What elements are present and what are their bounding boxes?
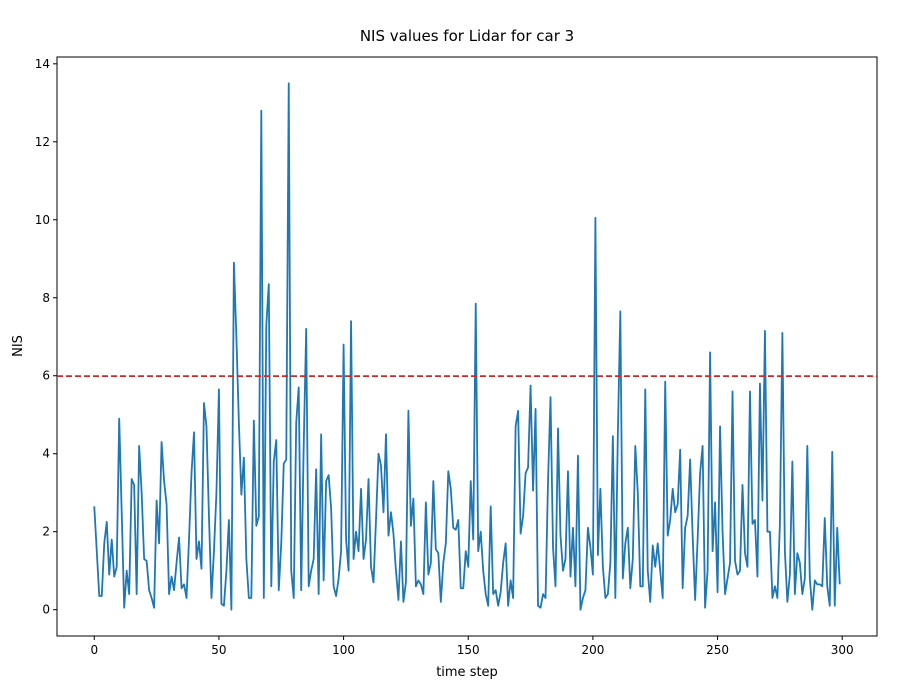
x-tick-label: 200	[581, 643, 604, 657]
y-tick-label: 0	[42, 603, 50, 617]
y-tick-label: 8	[42, 291, 50, 305]
y-tick-label: 12	[35, 135, 50, 149]
x-axis-label: time step	[436, 665, 498, 680]
chart-title: NIS values for Lidar for car 3	[360, 27, 574, 45]
x-tick-label: 50	[211, 643, 226, 657]
x-tick-label: 300	[831, 643, 854, 657]
x-tick-label: 100	[332, 643, 355, 657]
x-tick-label: 250	[706, 643, 729, 657]
x-tick-label: 0	[90, 643, 98, 657]
y-tick-label: 2	[42, 525, 50, 539]
y-tick-label: 10	[35, 213, 50, 227]
y-axis-label: NIS	[11, 335, 26, 357]
x-tick-label: 150	[457, 643, 480, 657]
plot-frame	[56, 56, 878, 637]
y-tick-label: 4	[42, 447, 50, 461]
y-tick-label: 14	[35, 57, 50, 71]
y-tick-label: 6	[42, 369, 50, 383]
data-line	[93, 82, 841, 611]
